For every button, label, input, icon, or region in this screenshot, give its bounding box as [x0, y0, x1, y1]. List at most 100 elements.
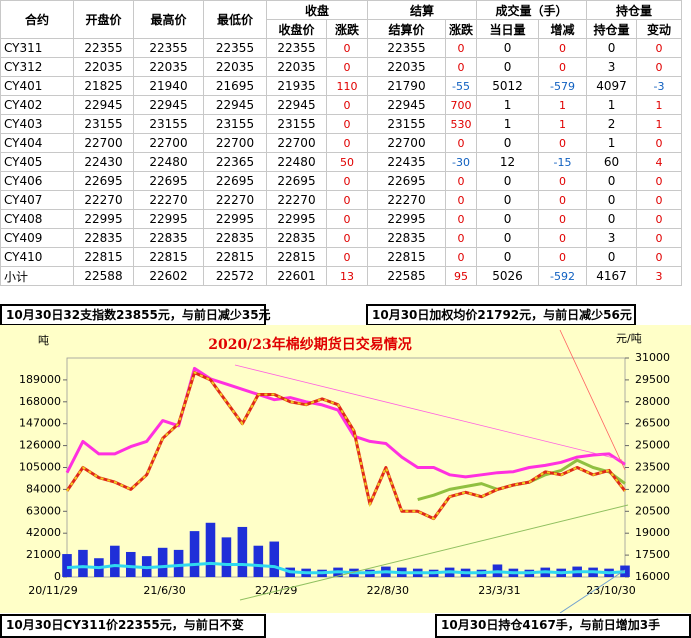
table-cell: -55: [444, 76, 478, 96]
table-cell: 21940: [133, 76, 204, 96]
table-cell: 22815: [73, 247, 134, 267]
table-cell: 0: [636, 228, 683, 248]
table-cell: 22700: [203, 133, 267, 153]
table-row: CY404 22700 22700 22700 22700 0 22700 0 0 0 1 0: [0, 133, 683, 153]
table-cell: CY402: [0, 95, 74, 115]
table-cell: 增减: [538, 19, 588, 39]
table-cell: -579: [538, 76, 588, 96]
table-cell: CY409: [0, 228, 74, 248]
table-cell: 23155: [266, 114, 327, 134]
volume-bar: [110, 545, 120, 577]
table-cell: 1: [538, 114, 588, 134]
table-cell: 22588: [73, 266, 134, 286]
table-cell: 110: [326, 76, 368, 96]
trend-line: [239, 504, 629, 601]
table-cell: 持仓量: [586, 19, 638, 39]
y-tick-label: 84000: [26, 482, 61, 495]
table-row: CY402 22945 22945 22945 22945 0 22945 700 1 1 1 1: [0, 95, 683, 115]
table-cell: 22480: [133, 152, 204, 172]
table-cell: CY403: [0, 114, 74, 134]
table-cell: 0: [476, 133, 540, 153]
table-cell: 22355: [73, 38, 134, 58]
table-cell: 0: [444, 38, 478, 58]
table-cell: 22365: [203, 152, 267, 172]
table-cell: 22270: [367, 190, 446, 210]
y-tick-label: 0: [54, 570, 61, 583]
table-row: CY408 22995 22995 22995 22995 0 22995 0 0 0 0 0: [0, 209, 683, 229]
table-row: CY312 22035 22035 22035 22035 0 22035 0 0 0 3 0: [0, 57, 683, 77]
table-cell: 0: [538, 228, 588, 248]
table-cell: 22695: [73, 171, 134, 191]
table-cell: 0: [538, 57, 588, 77]
table-cell: 21695: [203, 76, 267, 96]
y-tick-label: 105000: [19, 461, 61, 474]
table-cell: 0: [636, 209, 683, 229]
trend-line: [559, 329, 626, 471]
y2-tick-label: 28000: [635, 395, 670, 408]
table-cell: 21790: [367, 76, 446, 96]
table-cell: 1: [586, 133, 638, 153]
table-cell: 3: [586, 57, 638, 77]
table-cell: 22695: [203, 171, 267, 191]
table-cell: 22035: [73, 57, 134, 77]
y2-tick-label: 20500: [635, 504, 670, 517]
table-cell: 收盘价: [266, 19, 327, 39]
volume-bar: [620, 565, 630, 577]
table-row: CY407 22270 22270 22270 22270 0 22270 0 0 0 0 0: [0, 190, 683, 210]
table-cell: 成交量（手）: [476, 0, 588, 20]
table-cell: 当日量: [476, 19, 540, 39]
table-cell: 0: [586, 247, 638, 267]
volume-bar: [157, 547, 168, 577]
table-cell: 22270: [203, 190, 267, 210]
table-cell: 2: [586, 114, 638, 134]
table-cell: 530: [444, 114, 478, 134]
y2-tick-label: 17500: [635, 548, 670, 561]
volume-bar: [173, 549, 184, 577]
table-cell: CY312: [0, 57, 74, 77]
table-cell: 22430: [73, 152, 134, 172]
table-cell: -30: [444, 152, 478, 172]
table-cell: 22995: [367, 209, 446, 229]
table-row: CY406 22695 22695 22695 22695 0 22695 0 0 0 0 0: [0, 171, 683, 191]
table-row: 小计 22588 22602 22572 22601 13 22585 95 5026 -592 4…: [0, 266, 683, 286]
table-cell: 0: [326, 190, 368, 210]
table-cell: 0: [326, 57, 368, 77]
table-cell: 0: [538, 38, 588, 58]
y-tick-label: 126000: [19, 439, 61, 452]
table-cell: 0: [476, 209, 540, 229]
table-cell: 22700: [73, 133, 134, 153]
table-cell: -592: [538, 266, 588, 286]
x-tick-label: 22/8/30: [367, 584, 409, 597]
table-row: CY409 22835 22835 22835 22835 0 22835 0 0 0 3 0: [0, 228, 683, 248]
volume-bar: [78, 549, 88, 577]
note-box: 10月30日CY311价22355元，与前日不变: [0, 614, 266, 638]
table-cell: CY401: [0, 76, 74, 96]
table-cell: 23155: [203, 114, 267, 134]
table-cell: 22700: [266, 133, 327, 153]
volume-bar: [221, 537, 232, 577]
table-cell: 22602: [133, 266, 204, 286]
table-cell: 1: [586, 95, 638, 115]
table-row: CY410 22815 22815 22815 22815 0 22815 0 0 0 0 0: [0, 247, 683, 267]
volume-bar: [253, 545, 264, 577]
table-cell: 22700: [133, 133, 204, 153]
table-cell: 0: [444, 228, 478, 248]
table-cell: 22815: [203, 247, 267, 267]
table-cell: 22995: [266, 209, 327, 229]
trend-line: [559, 569, 626, 613]
table-cell: 0: [444, 190, 478, 210]
volume-bar: [269, 541, 280, 577]
y2-tick-label: 16000: [635, 570, 670, 583]
chart: 2020/23年棉纱期货日交易情况 吨 元/吨 0 21000 42000 63000…: [0, 325, 691, 613]
table-cell: 收盘: [266, 0, 368, 20]
table-cell: 结算: [366, 0, 478, 20]
volume-bar: [125, 551, 136, 577]
table-row: CY405 22430 22480 22365 22480 50 22435 -30 12 -15…: [0, 152, 683, 172]
table-cell: 0: [326, 171, 368, 191]
table-cell: 22585: [367, 266, 446, 286]
table-cell: 开盘价: [73, 0, 134, 39]
table-cell: 0: [476, 171, 540, 191]
table-cell: 3: [636, 266, 683, 286]
table-cell: 最低价: [203, 0, 267, 39]
table-row: CY311 22355 22355 22355 22355 0 22355 0 0 0 0 0: [0, 38, 683, 58]
